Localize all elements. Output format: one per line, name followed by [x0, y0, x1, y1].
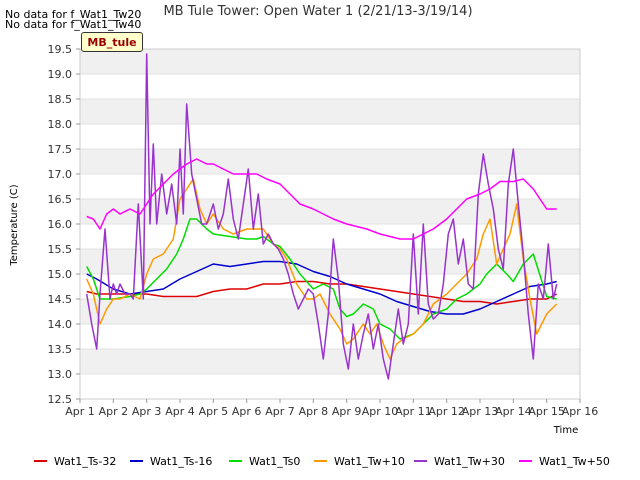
y-tick-label: 16.5 — [48, 193, 73, 206]
no-data-note-tw40: No data for f_Wat1_Tw40 — [5, 18, 142, 31]
series-line-wat1-tw-10 — [86, 178, 558, 360]
site-badge: MB_tule — [81, 32, 143, 52]
x-tick-label: Apr 5 — [199, 405, 229, 418]
series-line-wat1-tw-30 — [85, 53, 558, 380]
x-tick-label: Apr 8 — [299, 405, 329, 418]
x-tick-label: Apr 12 — [428, 405, 465, 418]
x-tick-label: Apr 1 — [65, 405, 95, 418]
y-tick-label: 18.0 — [48, 118, 73, 131]
legend-label: Wat1_Ts0 — [249, 455, 300, 468]
y-axis-label: Temperature (C) — [9, 184, 20, 266]
legend-label: Wat1_Tw+30 — [434, 455, 505, 468]
series-line-wat1-ts-16 — [86, 260, 557, 315]
no-data-note-tw20: No data for f_Wat1_Tw20 — [5, 8, 142, 21]
chart-title: MB Tule Tower: Open Water 1 (2/21/13-3/1… — [163, 4, 472, 19]
y-tick-label: 12.5 — [48, 393, 73, 406]
x-tick-label: Apr 10 — [362, 405, 399, 418]
legend-label: Wat1_Ts-16 — [150, 455, 212, 468]
legend-label: Wat1_Tw+10 — [334, 455, 405, 468]
y-tick-label: 13.0 — [48, 368, 73, 381]
y-tick-label: 14.0 — [48, 318, 73, 331]
x-tick-label: Apr 9 — [332, 405, 362, 418]
legend-label: Wat1_Tw+50 — [539, 455, 610, 468]
x-axis-label: Time — [553, 425, 578, 436]
y-tick-label: 19.5 — [48, 43, 73, 56]
y-tick-label: 15.5 — [48, 243, 73, 256]
x-tick-label: Apr 3 — [132, 405, 162, 418]
x-tick-label: Apr 16 — [562, 405, 599, 418]
y-axis: 12.5 13.0 13.5 14.0 14.5 15.0 15.5 16.0 16.5 17.0… — [48, 43, 80, 406]
series-layer — [85, 53, 558, 380]
plot-bands — [80, 49, 580, 374]
y-tick-label: 14.5 — [48, 293, 73, 306]
y-tick-label: 16.0 — [48, 218, 73, 231]
legend-label: Wat1_Ts-32 — [54, 455, 116, 468]
x-tick-label: Apr 15 — [528, 405, 565, 418]
x-tick-label: Apr 7 — [265, 405, 295, 418]
x-tick-label: Apr 2 — [99, 405, 129, 418]
y-tick-label: 18.5 — [48, 93, 73, 106]
series-line-wat1-tw-50 — [86, 158, 557, 240]
plot-band — [80, 99, 580, 124]
y-tick-label: 19.0 — [48, 68, 73, 81]
series-line-wat1-ts-32 — [86, 280, 558, 305]
x-tick-label: Apr 13 — [462, 405, 499, 418]
plot-band — [80, 149, 580, 174]
plot-band — [80, 299, 580, 324]
plot-band — [80, 49, 580, 74]
y-tick-label: 15.0 — [48, 268, 73, 281]
x-tick-label: Apr 14 — [495, 405, 532, 418]
y-tick-label: 17.0 — [48, 168, 73, 181]
plot-band — [80, 199, 580, 224]
x-tick-label: Apr 11 — [395, 405, 432, 418]
x-tick-label: Apr 6 — [232, 405, 262, 418]
plot-band — [80, 349, 580, 374]
y-tick-label: 13.5 — [48, 343, 73, 356]
y-tick-label: 17.5 — [48, 143, 73, 156]
series-line-wat1-ts0 — [86, 218, 557, 340]
x-tick-label: Apr 4 — [165, 405, 195, 418]
legend: Wat1_Ts-32 Wat1_Ts-16 Wat1_Ts0 Wat1_Tw+10 Wa… — [34, 455, 610, 468]
x-axis: Apr 1 Apr 2 Apr 3 Apr 4 Apr 5 Apr 6 Apr 7 Apr 8… — [65, 399, 598, 418]
